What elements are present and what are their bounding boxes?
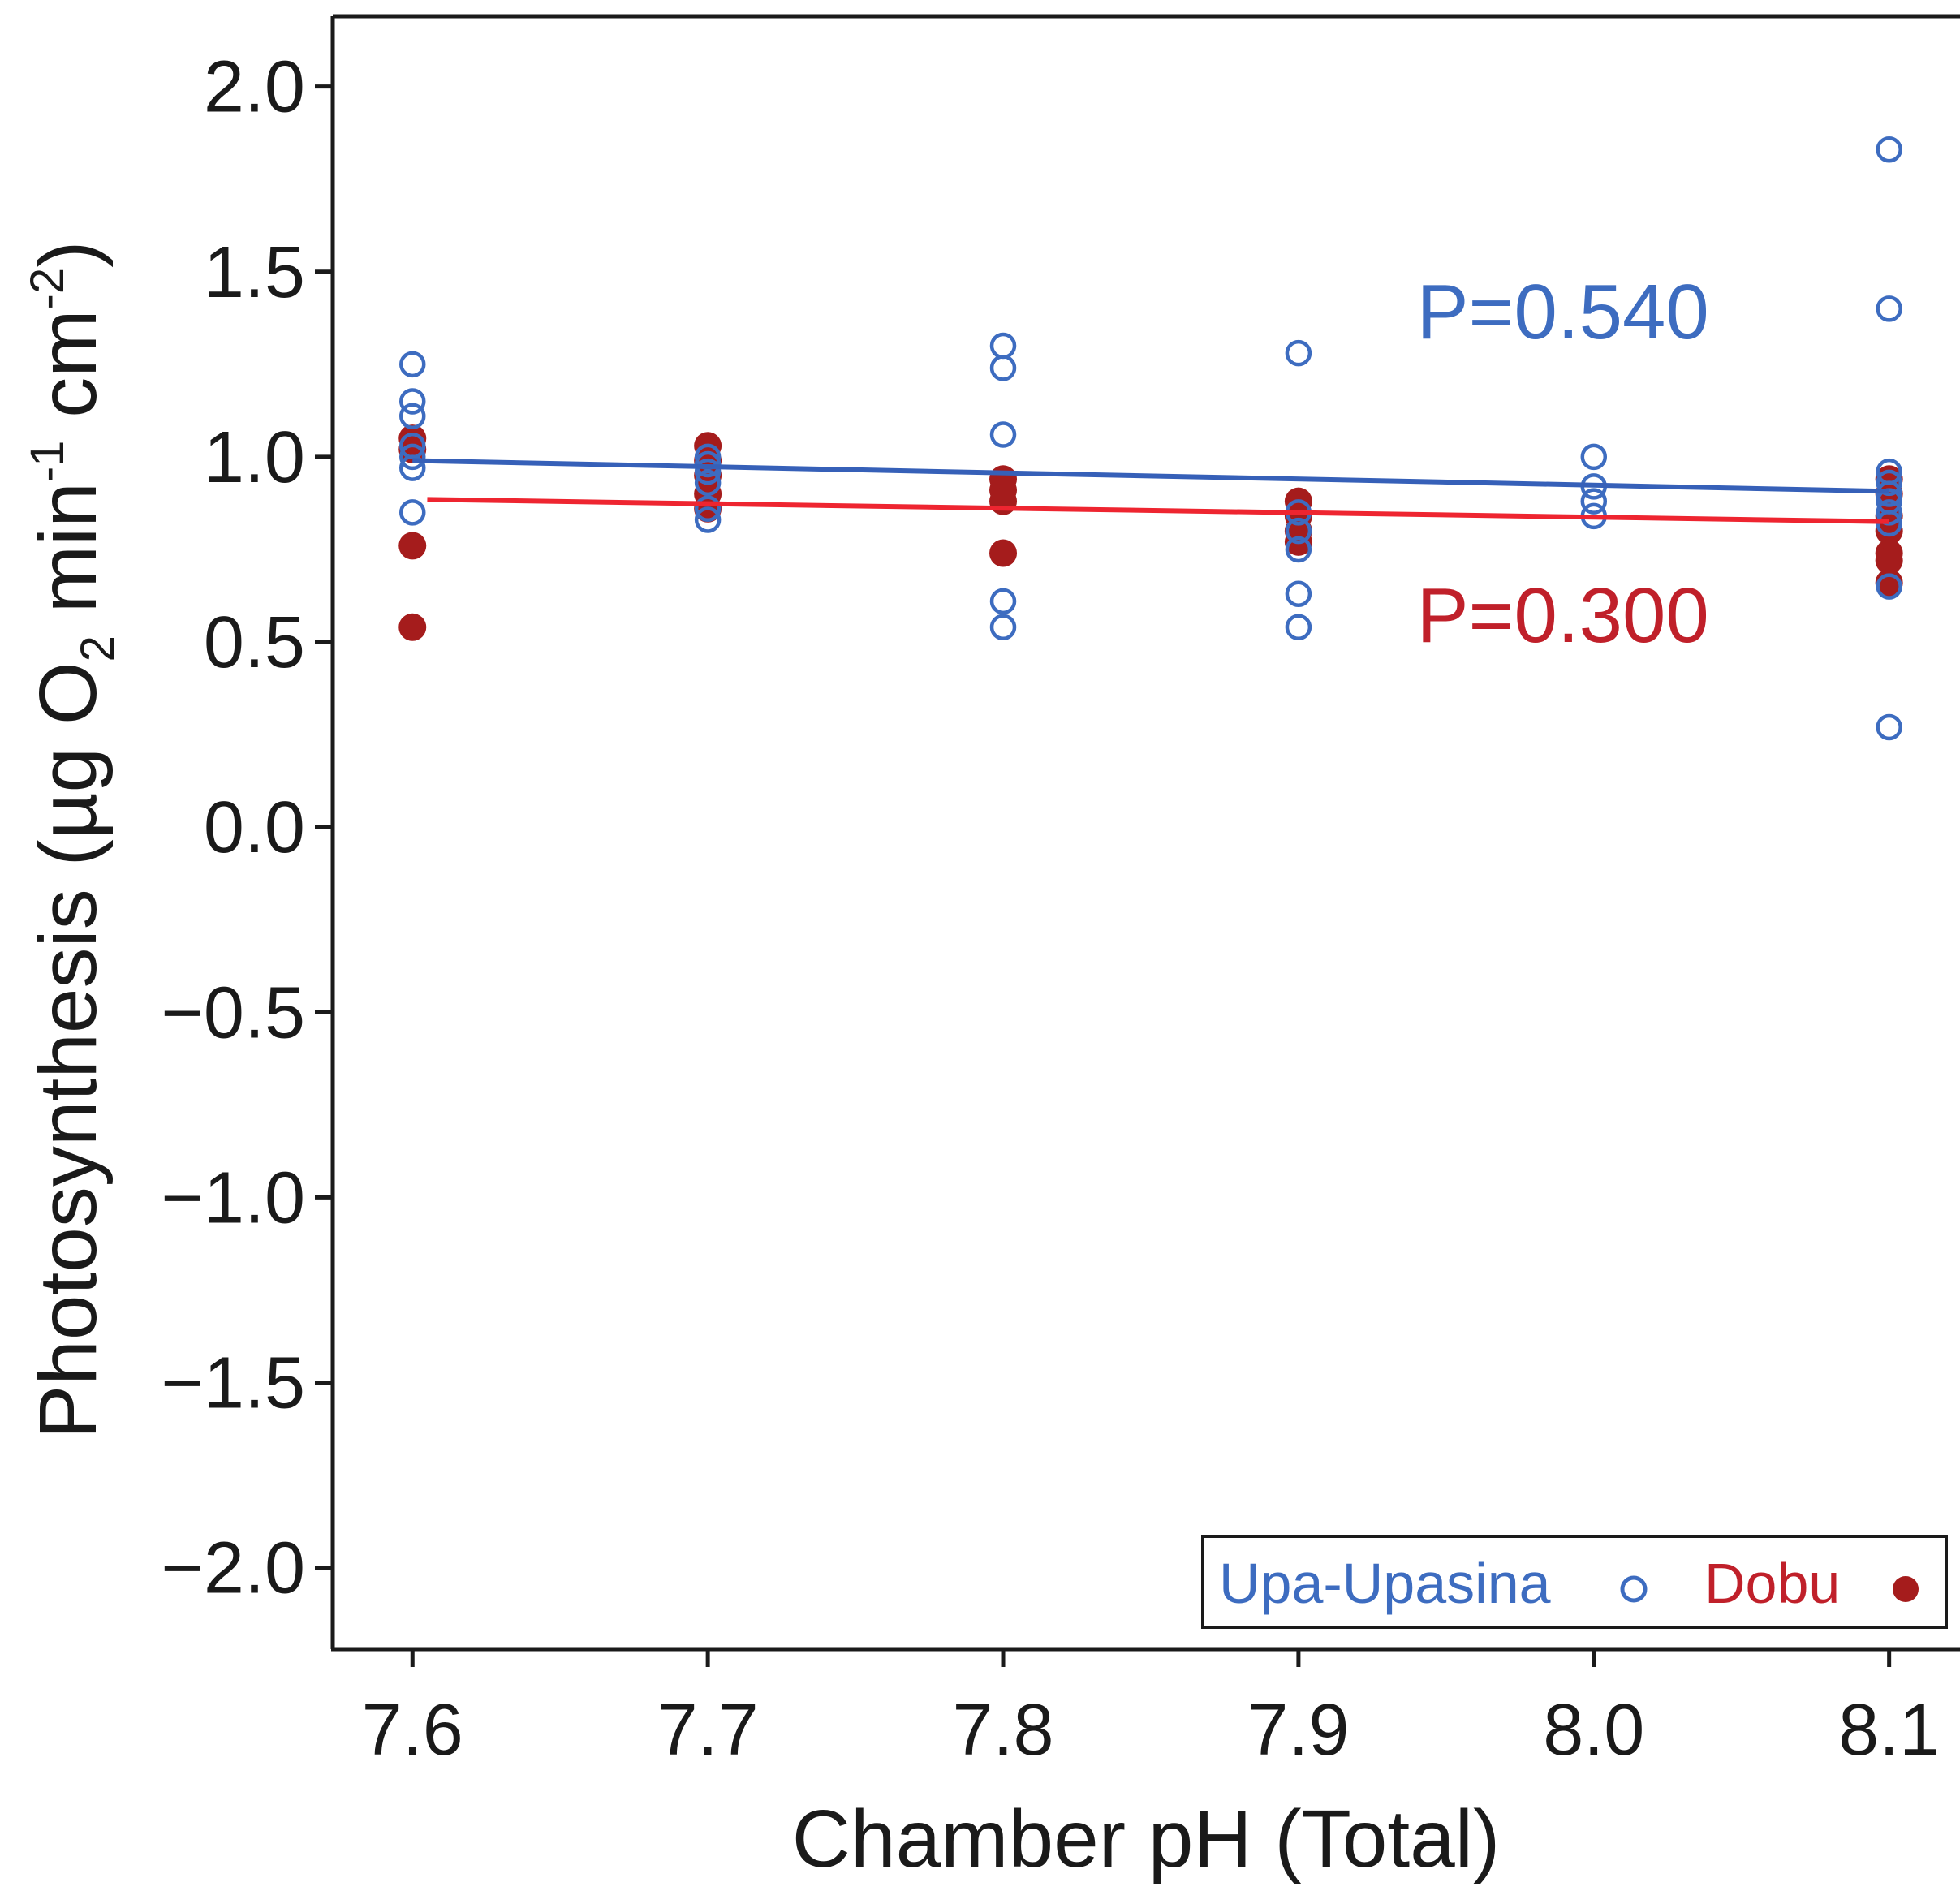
x-axis-title: Chamber pH (Total) xyxy=(792,1794,1501,1885)
data-point-upa-upasina xyxy=(398,351,426,378)
y-axis-title-superscript-2: -2 xyxy=(21,268,74,310)
data-point-upa-upasina xyxy=(1285,614,1312,641)
legend-label-dobu: Dobu xyxy=(1704,1552,1840,1615)
x-tick-label: 7.8 xyxy=(952,1690,1053,1771)
data-point-upa-upasina xyxy=(398,454,426,481)
p-value-dobu: P=0.300 xyxy=(1416,572,1708,659)
x-tick-label: 8.1 xyxy=(1838,1690,1940,1771)
fit-line-dobu xyxy=(427,497,1889,524)
data-point-upa-upasina xyxy=(1876,136,1902,163)
data-points xyxy=(398,136,1903,741)
data-point-upa-upasina xyxy=(398,388,426,415)
p-value-upa-upasina: P=0.540 xyxy=(1416,269,1708,355)
data-point-upa-upasina xyxy=(398,499,426,526)
data-point-upa-upasina xyxy=(694,495,722,523)
data-point-upa-upasina xyxy=(1876,469,1902,497)
data-point-upa-upasina xyxy=(1285,339,1312,367)
data-point-upa-upasina xyxy=(694,469,722,497)
data-point-dobu xyxy=(398,613,427,641)
data-point-upa-upasina xyxy=(1580,488,1608,515)
data-point-upa-upasina xyxy=(1876,499,1902,526)
regression-lines xyxy=(412,458,1889,524)
legend-marker-dobu xyxy=(1893,1576,1919,1602)
x-axis-ticks: 7.6 7.7 7.8 7.9 8.0 8.1 xyxy=(362,1649,1940,1771)
data-point-dobu xyxy=(989,487,1018,515)
legend-marker-upa-upasina xyxy=(1620,1575,1648,1603)
data-point-upa-upasina xyxy=(1876,713,1902,741)
data-point-upa-upasina xyxy=(989,421,1017,448)
x-tick-label: 7.6 xyxy=(362,1690,463,1771)
y-tick-label: −1.5 xyxy=(161,1343,305,1424)
x-tick-label: 7.9 xyxy=(1247,1690,1349,1771)
data-point-upa-upasina xyxy=(1580,443,1608,471)
y-axis-title-unit: cm xyxy=(23,309,114,440)
data-point-upa-upasina xyxy=(1876,480,1902,507)
data-point-upa-upasina xyxy=(1876,295,1902,322)
data-point-upa-upasina xyxy=(1876,573,1902,600)
data-point-upa-upasina xyxy=(989,588,1017,615)
y-axis-title: Photosynthesis (µg O2 min-1 cm-2) xyxy=(21,241,124,1440)
p-value-annotations: P=0.540 P=0.300 xyxy=(1416,269,1708,659)
data-point-upa-upasina xyxy=(1285,580,1312,607)
legend: Upa-Upasina Dobu xyxy=(1201,1535,1948,1629)
plot-area xyxy=(330,14,1960,1652)
y-axis-title-subscript: 2 xyxy=(71,635,124,661)
data-point-dobu xyxy=(1875,517,1903,545)
legend-box xyxy=(1201,1535,1948,1629)
data-point-upa-upasina xyxy=(1285,536,1312,563)
data-point-upa-upasina xyxy=(989,614,1017,641)
data-point-upa-upasina xyxy=(989,355,1017,381)
y-tick-label: 2.0 xyxy=(204,47,305,128)
y-tick-label: 1.0 xyxy=(204,417,305,498)
x-tick-label: 7.7 xyxy=(657,1690,759,1771)
y-tick-label: −0.5 xyxy=(161,972,305,1053)
y-axis-ticks: 2.0 1.5 1.0 0.5 0.0 −0.5 −1.0 −1.5 −2.0 xyxy=(161,47,333,1609)
data-point-dobu xyxy=(1875,546,1903,575)
data-point-dobu xyxy=(989,539,1018,567)
y-axis-title-prefix: Photosynthesis (µg O xyxy=(23,661,114,1439)
y-tick-label: 1.5 xyxy=(204,232,305,313)
data-point-dobu xyxy=(398,532,427,560)
x-tick-label: 8.0 xyxy=(1543,1690,1644,1771)
y-tick-label: 0.5 xyxy=(204,602,305,683)
legend-label-upa-upasina: Upa-Upasina xyxy=(1219,1552,1551,1615)
y-tick-label: −2.0 xyxy=(161,1528,305,1609)
y-tick-label: 0.0 xyxy=(204,787,305,868)
y-axis-title-superscript-1: -1 xyxy=(21,441,74,483)
y-axis-title-middle: min xyxy=(23,482,114,635)
fit-line-upa-upasina xyxy=(412,458,1889,494)
y-tick-label: −1.0 xyxy=(161,1157,305,1238)
data-point-upa-upasina xyxy=(694,458,722,485)
y-axis-title-suffix: ) xyxy=(23,241,114,268)
data-point-upa-upasina xyxy=(398,443,426,471)
data-point-upa-upasina xyxy=(694,506,722,533)
data-point-upa-upasina xyxy=(1285,517,1312,545)
data-point-upa-upasina xyxy=(398,403,426,429)
